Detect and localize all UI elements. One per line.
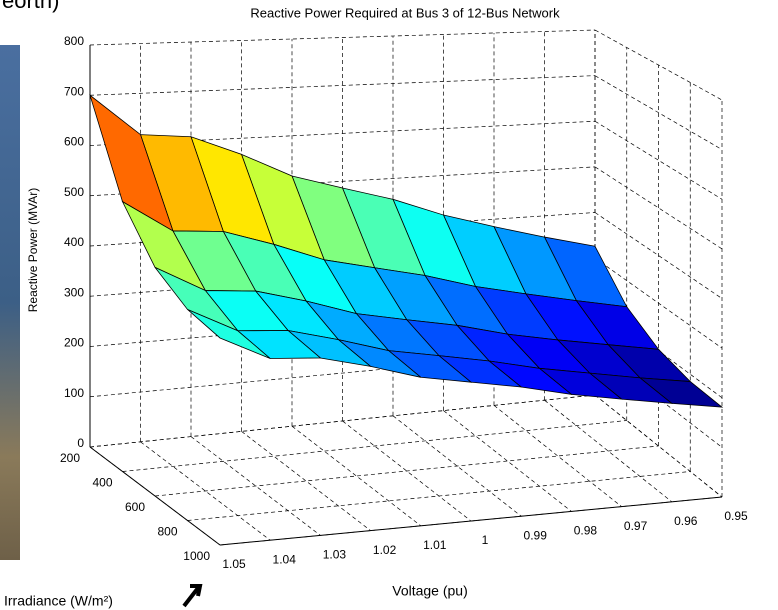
axis-line xyxy=(219,496,723,546)
photo-strip xyxy=(0,45,20,560)
grid-line xyxy=(493,405,622,507)
x-tick-label: 1.03 xyxy=(323,548,347,562)
x-tick-label: 0.97 xyxy=(624,519,648,533)
y-axis-label: Irradiance (W/m²) xyxy=(4,593,113,609)
chart-title: Reactive Power Required at Bus 3 of 12-B… xyxy=(250,5,560,20)
y-tick-label: 600 xyxy=(125,500,145,514)
y-tick-label: 200 xyxy=(60,451,80,465)
x-tick-label: 0.95 xyxy=(724,509,748,523)
grid-line xyxy=(89,75,596,96)
grid-line xyxy=(594,29,723,101)
x-tick-label: 0.96 xyxy=(674,514,698,528)
y-tick-label: 400 xyxy=(92,476,112,490)
grid-line xyxy=(594,394,723,498)
z-tick-label: 500 xyxy=(64,185,84,199)
grid-line xyxy=(594,212,723,299)
grid-line xyxy=(392,415,522,517)
axis-line xyxy=(89,446,221,546)
grid-line xyxy=(122,420,627,472)
x-tick-label: 0.99 xyxy=(524,528,548,542)
grid-line xyxy=(594,120,723,200)
grid-line xyxy=(154,445,659,497)
grid-line xyxy=(594,75,723,150)
grid-line xyxy=(89,29,596,46)
y-tick-label: 800 xyxy=(157,525,177,539)
z-tick-label: 300 xyxy=(64,285,84,299)
cropped-text: eorth) xyxy=(2,0,59,13)
surface-face xyxy=(187,309,271,359)
x-axis-label: Voltage (pu) xyxy=(392,583,468,599)
grid-line xyxy=(594,257,723,349)
grid-line xyxy=(544,399,673,503)
grid-line xyxy=(187,471,691,521)
grid-line xyxy=(190,436,321,536)
grid-line xyxy=(291,425,422,527)
z-axis-label: Reactive Power (MVAr) xyxy=(26,188,40,312)
z-tick-label: 600 xyxy=(64,135,84,149)
x-tick-label: 1.05 xyxy=(222,557,246,571)
z-tick-label: 700 xyxy=(64,84,84,98)
z-tick-label: 400 xyxy=(64,235,84,249)
arrow xyxy=(182,584,203,608)
x-tick-label: 1 xyxy=(482,533,489,547)
z-tick-label: 800 xyxy=(64,34,84,48)
z-tick-label: 100 xyxy=(64,386,84,400)
y-tick-label: 1000 xyxy=(183,549,210,563)
grid-line xyxy=(241,431,371,531)
x-tick-label: 0.98 xyxy=(574,524,598,538)
z-tick-label: 0 xyxy=(77,436,84,450)
grid-line xyxy=(443,410,572,512)
z-tick-label: 200 xyxy=(64,336,84,350)
x-tick-label: 1.04 xyxy=(273,552,297,566)
grid-line xyxy=(342,420,472,522)
grid-line xyxy=(140,441,271,541)
x-tick-label: 1.01 xyxy=(423,538,447,552)
grid-line xyxy=(89,394,596,448)
x-tick-label: 1.02 xyxy=(373,543,397,557)
